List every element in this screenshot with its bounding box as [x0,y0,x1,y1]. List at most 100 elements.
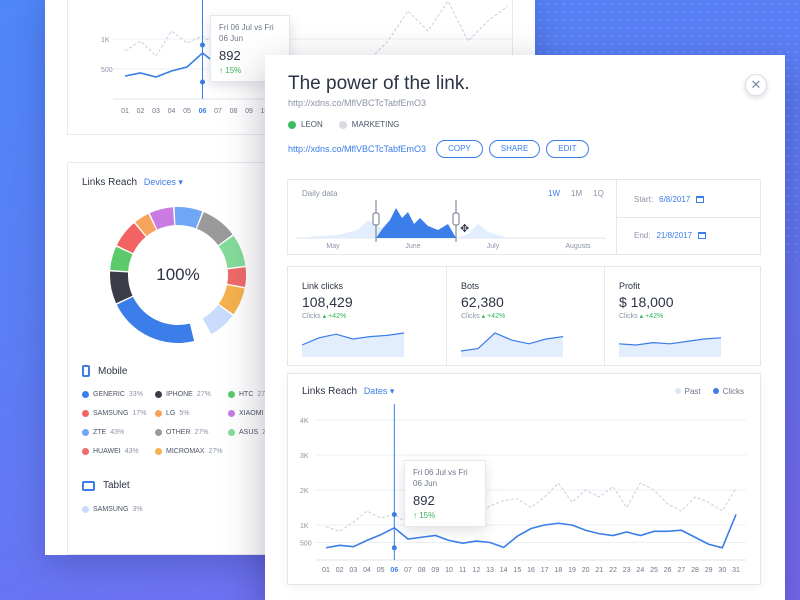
start-date-field[interactable]: Start: 6/8/2017 [634,195,705,204]
x-tick-label: 04 [168,108,176,115]
legend-name: SAMSUNG [93,506,129,513]
links-reach-header: Links Reach Dates ▾ [302,386,394,397]
device-legend-item: IPHONE 27% [155,391,211,398]
legend-dot [155,429,162,436]
copy-button[interactable]: COPY [436,140,483,158]
x-tick-label: 13 [486,567,494,574]
x-tick-label: 20 [582,567,590,574]
legend-name: ASUS [239,429,259,436]
reach-legend: Past Clicks [674,387,744,396]
x-tick-label: 01 [322,567,330,574]
legend-percent: 17% [132,410,147,417]
daily-data-panel: Daily data 1W 1M 1Q ✥ May June July Augusts … [287,179,761,255]
x-tick-label: 16 [527,567,535,574]
range-tabs: 1W 1M 1Q [548,189,604,198]
start-label: Start: [634,195,654,204]
x-tick-label: 11 [459,567,466,574]
past-series-line [367,0,509,62]
links-reach-title: Links Reach [302,386,358,397]
metrics-row: Link clicks 108,429 Clicks ▴ +42% Bots 62,38… [288,267,760,365]
legend-name: LG [166,410,176,417]
metric-title: Link clicks [302,281,344,291]
legend-name: SAMSUNG [93,410,129,417]
hover-point-past [200,42,205,48]
daily-data-label: Daily data [302,189,338,198]
x-tick-label: 02 [336,567,344,574]
tab-1q[interactable]: 1Q [593,189,604,198]
tag-marketing[interactable]: MARKETING [338,120,399,129]
legend-percent: 43% [124,448,139,455]
sparkline-line [618,337,722,346]
tooltip-date: Fri 06 Jul vs Fri 06 Jun [413,468,468,488]
legend-dot [228,391,235,398]
tab-1w[interactable]: 1W [548,189,560,198]
mobile-legend: GENERIC33%IPHONE27%HTC27%SAMSUNG17%LG5%X… [82,391,502,471]
x-tick-label: 12 [472,567,480,574]
donut-segment [116,223,146,254]
link-detail-modal: The power of the link. http://xdns.co/Mf… [265,55,785,600]
calendar-icon [696,196,705,203]
device-legend-item: SAMSUNG 17% [82,410,146,417]
legend-dot [82,429,89,436]
tooltip-percent: ↑ 15% [219,66,242,75]
move-cursor-icon: ✥ [460,223,469,235]
x-tick-label: 29 [705,567,713,574]
close-icon[interactable]: ✕ [745,74,767,96]
y-tick-label: 2K [300,488,309,495]
legend-dot [228,429,235,436]
donut-segment [227,267,247,287]
tag-leon[interactable]: LEON [288,120,323,129]
x-tick-label: 24 [636,567,644,574]
x-tick-label: 18 [554,567,562,574]
metric-sub: Clicks ▴ +42% [619,313,664,320]
metric-value: $ 18,000 [619,294,674,310]
legend-name: OTHER [166,429,191,436]
legend-dot [82,391,89,398]
legend-name: ZTE [93,429,107,436]
legend-clicks: Clicks [712,387,744,396]
links-reach-line-chart: 4K 3K 2K 1K 500 01 02 03 04 05 06 07 08 09 10 11 12 13 14 1… [300,404,746,574]
donut-segment [135,213,157,237]
x-tick-label: 07 [214,108,222,115]
devices-dropdown[interactable]: Devices ▾ [143,177,183,187]
devices-donut-chart [110,207,247,343]
range-handle [452,212,460,226]
legend-name: IPHONE [166,391,193,398]
short-link[interactable]: http://xdns.co/MflVBCTcTabfEmO3 [288,144,427,154]
tab-1m[interactable]: 1M [571,189,583,198]
daily-range-chart[interactable]: ✥ May June July Augusts [288,180,608,256]
donut-segment [110,271,133,304]
mobile-section-header: Mobile [82,365,127,377]
selected-area [376,208,456,238]
y-tick-label: 1K [300,523,309,530]
start-date-value: 6/8/2017 [659,195,691,204]
hover-point-clicks [391,545,397,551]
end-date-field[interactable]: End: 21/8/2017 [634,231,707,240]
metric-value: 62,380 [461,294,504,310]
month-label: July [487,243,500,250]
tablet-legend: SAMSUNG 3% [82,506,502,526]
legend-percent: 27% [196,391,211,398]
legend-dot [155,391,162,398]
device-legend-item: SAMSUNG 3% [82,506,143,513]
link-url: http://xdns.co/MflVBCTcTabfEmO3 [288,98,427,108]
device-legend-item: GENERIC 33% [82,391,143,398]
metric-title: Bots [461,281,480,291]
x-tick-label: 19 [568,567,576,574]
metric-card: Link clicks 108,429 Clicks ▴ +42% [288,267,446,365]
page-title: The power of the link. [288,73,470,94]
divider [616,217,761,218]
edit-button[interactable]: EDIT [546,140,589,158]
x-tick-label: 07 [404,567,412,574]
dates-dropdown[interactable]: Dates ▾ [363,386,395,396]
links-reach-panel: Links Reach Dates ▾ Past Clicks 4K 3K 2K 1K… [287,373,761,585]
x-tick-label: 06 [199,108,207,115]
x-tick-label: 23 [623,567,631,574]
y-tick-label: 4K [300,418,309,425]
reach-chart-tooltip: Fri 06 Jul vs Fri 06 Jun 892 ↑ 15% [404,460,486,527]
donut-segment [202,304,233,335]
device-legend-item: LG 5% [155,410,189,417]
legend-percent: 33% [128,391,143,398]
share-button[interactable]: SHARE [488,140,541,158]
tag-dot [288,120,296,129]
